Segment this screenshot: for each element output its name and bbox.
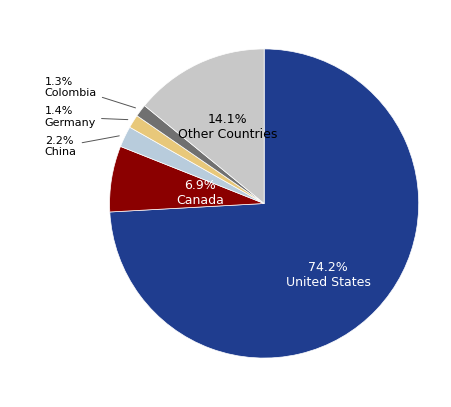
Wedge shape [110,49,419,358]
Wedge shape [130,116,264,204]
Text: 14.1%
Other Countries: 14.1% Other Countries [178,113,277,141]
Wedge shape [120,127,264,204]
Text: 2.2%
China: 2.2% China [45,136,119,158]
Wedge shape [144,49,264,204]
Wedge shape [137,106,264,204]
Text: 74.2%
United States: 74.2% United States [285,261,370,289]
Text: 1.4%
Germany: 1.4% Germany [45,107,128,128]
Text: 6.9%
Canada: 6.9% Canada [176,179,224,207]
Text: 1.3%
Colombia: 1.3% Colombia [45,77,135,108]
Wedge shape [110,147,264,212]
